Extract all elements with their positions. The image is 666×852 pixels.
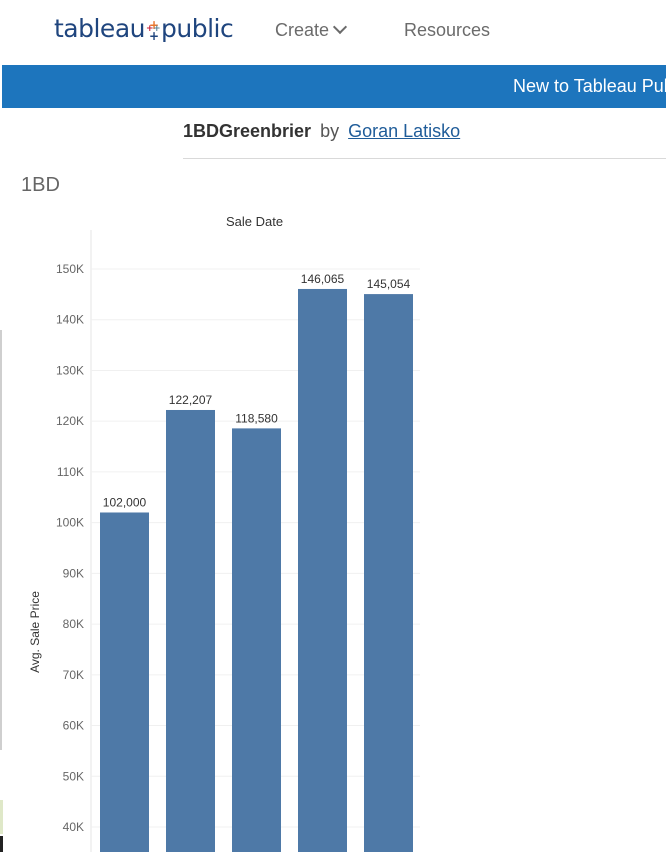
left-edge-highlight [0, 800, 3, 834]
bar-chart[interactable]: 40K 50K 60K 70K 80K 90K 100K 110K 120K 130K 140K 15… [0, 230, 440, 852]
nav-resources-link[interactable]: Resources [404, 20, 490, 41]
bar[interactable] [298, 288, 347, 852]
left-edge-border [0, 330, 2, 750]
announcement-banner[interactable]: New to Tableau Public [2, 65, 666, 108]
bar-data-label: 122,207 [169, 393, 213, 407]
bar[interactable] [100, 512, 149, 852]
y-tick-label: 110K [57, 465, 84, 479]
y-tick-label: 100K [56, 516, 84, 530]
y-tick-label: 60K [63, 719, 84, 733]
tableau-public-logo[interactable]: tableau + + + + public [54, 14, 234, 43]
bar-data-label: 118,580 [235, 411, 278, 425]
logo-text-public: public [160, 14, 234, 43]
nav-resources-label: Resources [404, 20, 491, 40]
bar-data-label: 146,065 [301, 272, 345, 286]
bar[interactable] [232, 428, 281, 852]
author-link[interactable]: Goran Latisko [348, 121, 461, 141]
bar-data-label: 145,054 [367, 277, 411, 291]
left-edge-dark [0, 836, 3, 852]
sheet-title: 1BD [21, 174, 60, 196]
bar[interactable] [364, 294, 413, 852]
y-tick-label: 150K [56, 262, 84, 276]
y-tick-label: 90K [63, 566, 84, 580]
nav-create-label: Create [275, 20, 330, 40]
y-tick-label: 40K [63, 820, 84, 834]
banner-text: New to Tableau Public [513, 76, 666, 96]
bar-data-label: 102,000 [103, 495, 147, 509]
column-header: Sale Date [226, 214, 284, 229]
y-tick-label: 50K [63, 769, 84, 783]
y-tick-label: 120K [56, 414, 84, 428]
y-tick-label: 130K [56, 363, 84, 377]
top-nav: tableau + + + + public Create Resources [0, 0, 666, 64]
logo-text-tableau: tableau [54, 14, 145, 43]
viz-title-row: 1BDGreenbrier by Goran Latisko [183, 121, 460, 142]
y-tick-label: 140K [56, 313, 84, 327]
y-tick-label: 80K [63, 617, 84, 631]
viz-by-text: by [320, 121, 340, 141]
viz-name: 1BDGreenbrier [183, 121, 312, 141]
chevron-down-icon [332, 19, 348, 35]
divider [183, 158, 666, 159]
bar[interactable] [166, 409, 215, 852]
nav-create-menu[interactable]: Create [275, 19, 348, 41]
y-tick-label: 70K [63, 668, 84, 682]
logo-plus-icon: + + + + [145, 18, 161, 43]
